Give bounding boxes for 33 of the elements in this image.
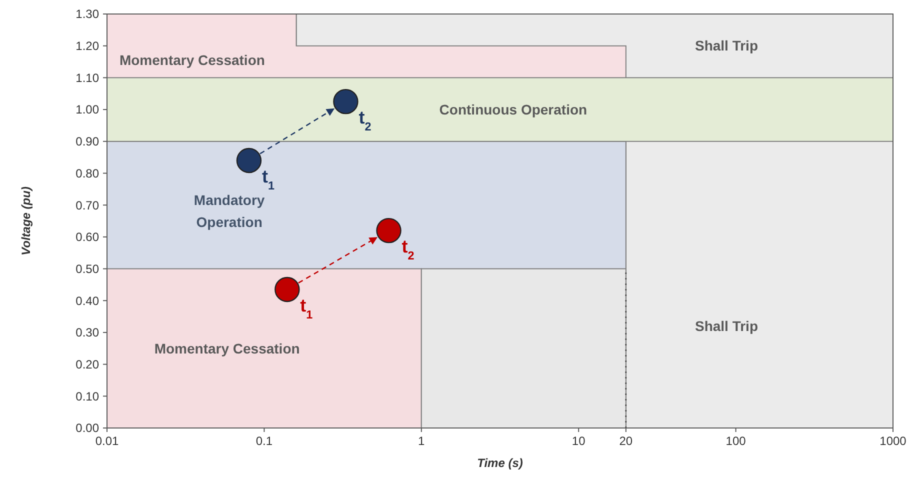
y-tick-label: 1.10 [76,70,100,85]
y-tick-label: 0.40 [76,294,100,308]
y-tick-label: 0.80 [76,166,100,180]
annotation: Mandatory Operation [194,192,265,230]
y-tick-label: 0.10 [76,389,100,404]
annotation: t$_{2}$ [402,236,415,262]
y-tick-label: 0.50 [76,262,100,276]
y-tick-label: 0.30 [76,326,100,340]
annotation: t$_{2}$ [358,108,372,134]
y-tick-label: 0.00 [76,421,100,436]
annotation: Shall Trip [694,318,758,334]
x-tick-label: 1 [418,434,426,448]
annotation: Momentary Cessation [154,340,300,356]
y-tick-label: 0.70 [76,198,100,212]
y-tick-label: 0.90 [76,134,100,149]
x-tick-label: 10 [572,434,586,448]
x-tick-label: 1000 [880,434,907,448]
y-tick-label: 1.20 [76,39,100,54]
y-axis-title: Voltage (pu) [19,186,33,256]
x-tick-label: 100 [726,434,746,448]
annotation: Momentary Cessation [119,52,265,68]
x-tick-label: 0.1 [256,434,273,448]
x-tick-label: 0.01 [95,434,119,448]
y-tick-label: 1.00 [76,102,100,117]
annotation: Continuous Operation [439,101,588,118]
y-tick-label: 0.20 [76,358,100,372]
y-tick-label: 0.60 [76,230,100,244]
annotation: t$_{1}$ [262,166,275,192]
annotation: t$_{1}$ [300,295,314,321]
annotation: Shall Trip [694,38,758,54]
y-tick-label: 1.30 [76,7,100,22]
x-tick-label: 20 [619,434,633,448]
x-axis-title: Time (s) [477,456,523,470]
